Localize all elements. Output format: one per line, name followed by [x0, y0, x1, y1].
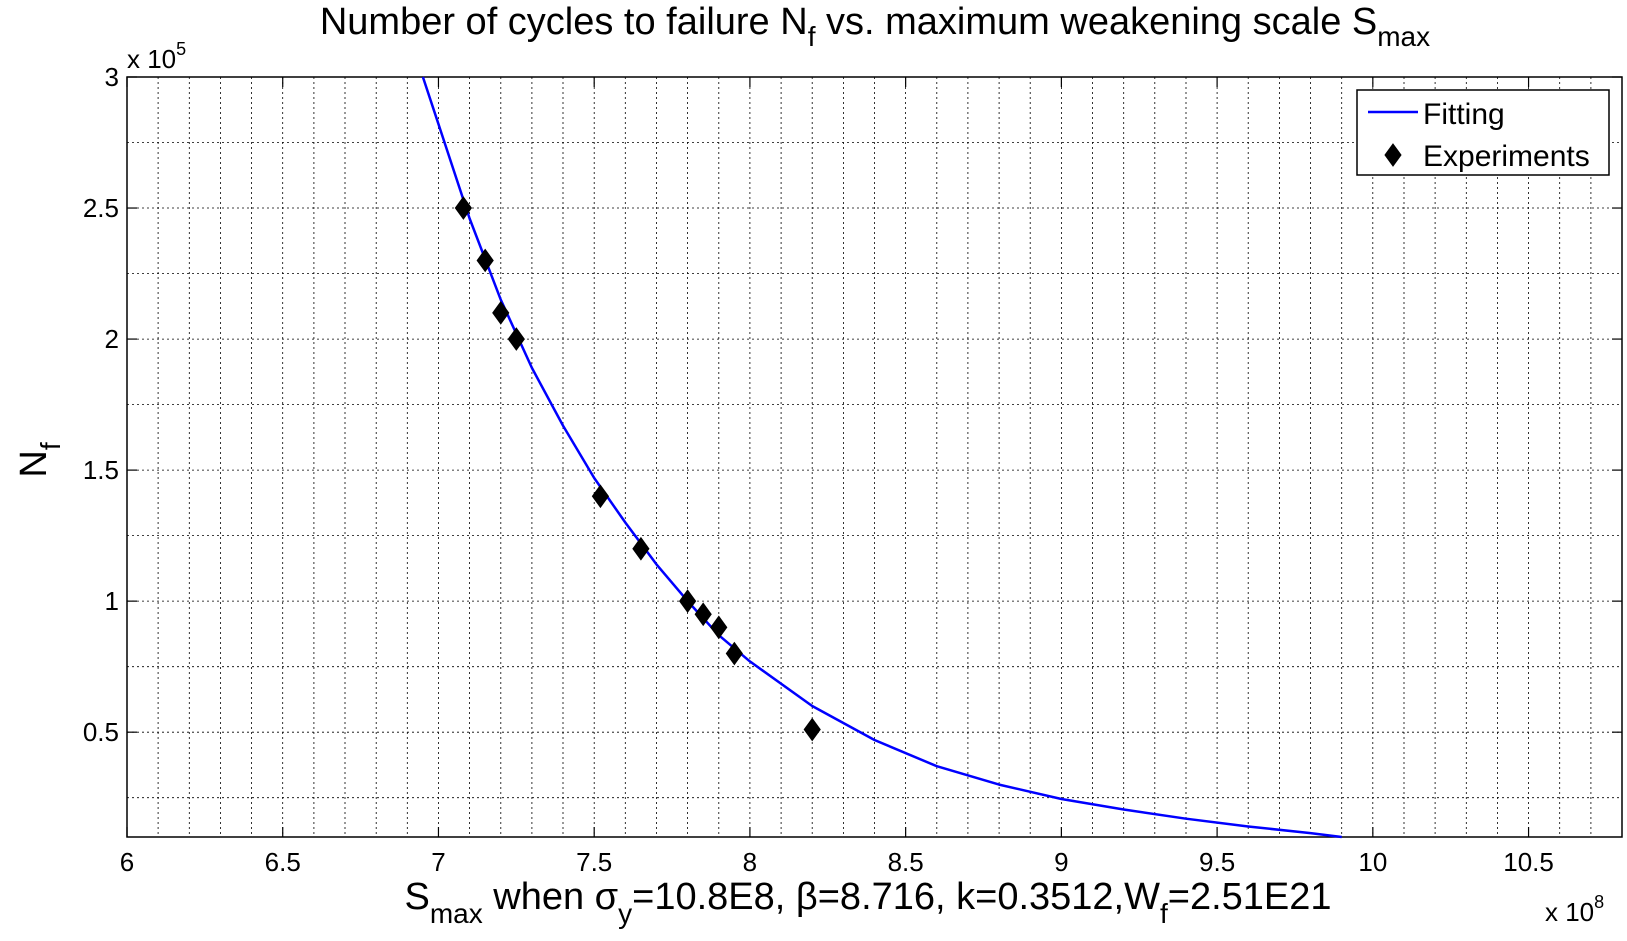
y-tick-label: 0.5: [83, 717, 119, 747]
x-axis-multiplier: x 108: [1545, 892, 1604, 927]
y-tick-label: 1: [105, 586, 119, 616]
x-tick-label: 9: [1054, 847, 1068, 877]
x-axis-ticks: [126, 77, 1530, 837]
x-tick-label: 10: [1358, 847, 1387, 877]
x-tick-label: 8.5: [888, 847, 924, 877]
legend: Fitting Experiments: [1356, 89, 1610, 176]
data-point-experiment: [507, 327, 525, 351]
y-axis-label: Nf: [13, 442, 66, 477]
y-axis-ticks: [127, 76, 1622, 733]
plot-area: [126, 76, 1623, 838]
series-layer: [421, 76, 1342, 839]
data-point-experiment: [725, 641, 743, 666]
x-axis-tick-labels: 6 6.5 7 7.5 8 8.5 9 9.5 10 10.5: [120, 847, 1554, 877]
x-tick-label: 6: [120, 847, 134, 877]
data-point-experiment: [632, 536, 650, 561]
data-point-experiment: [710, 615, 728, 640]
x-tick-label: 7.5: [576, 847, 612, 877]
y-tick-label: 3: [105, 62, 119, 92]
data-point-experiment: [803, 717, 821, 742]
x-tick-label: 10.5: [1503, 847, 1554, 877]
y-tick-label: 2.5: [83, 193, 119, 223]
data-point-experiment: [492, 301, 510, 325]
data-point-experiment: [694, 602, 712, 627]
y-axis-tick-labels: 0.5 1 1.5 2 2.5 3: [83, 62, 119, 747]
legend-label-experiments: Experiments: [1423, 140, 1590, 173]
data-point-experiment: [476, 248, 494, 273]
legend-box: [1356, 89, 1610, 176]
data-point-experiment: [591, 484, 610, 509]
legend-marker-sample: [1384, 143, 1402, 167]
y-tick-label: 2: [105, 324, 119, 354]
data-point-experiment: [679, 589, 697, 613]
x-tick-label: 7: [431, 847, 445, 877]
chart-title: Number of cycles to failure Nf vs. maxim…: [320, 1, 1430, 52]
data-point-experiment: [454, 196, 472, 220]
legend-label-fitting: Fitting: [1423, 98, 1505, 131]
x-axis-label: Smax when σy=10.8E8, β=8.716, k=0.3512,W…: [404, 876, 1331, 929]
y-axis-multiplier: x 105: [127, 39, 186, 74]
x-tick-label: 9.5: [1199, 847, 1235, 877]
x-tick-label: 8: [743, 847, 757, 877]
y-tick-label: 1.5: [83, 455, 119, 485]
x-tick-label: 6.5: [265, 847, 301, 877]
